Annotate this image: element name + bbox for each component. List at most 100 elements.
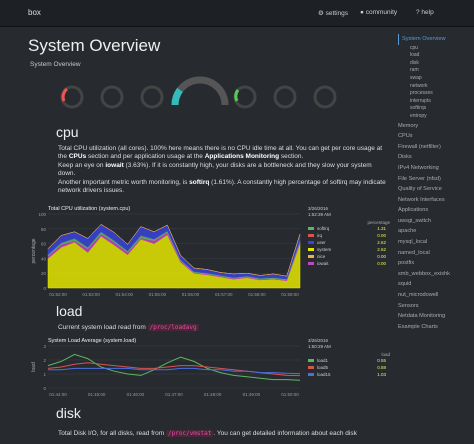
legend-label: load15 <box>317 372 331 377</box>
legend-label: user <box>317 240 326 245</box>
nav-item[interactable]: apache <box>398 228 417 235</box>
legend-swatch <box>308 366 314 369</box>
nav-subitem[interactable]: entropy <box>410 112 427 119</box>
brand[interactable]: box <box>28 8 41 17</box>
legend-value: 0.55 <box>377 358 386 363</box>
x-tick-label: 01:47:00 <box>165 392 183 397</box>
help-link[interactable]: ? help <box>416 9 434 16</box>
nav-item[interactable]: Memory <box>398 122 419 129</box>
legend-value: 0.00 <box>377 261 386 266</box>
legend-time: 1:52:39 AM <box>308 212 331 217</box>
load-chart: System Load Average (system.load) load 0 1 2… <box>31 338 390 397</box>
nav-subitem[interactable]: cpu <box>410 44 419 51</box>
legend-swatch <box>308 373 314 376</box>
nav-item[interactable]: CPUs <box>398 133 413 140</box>
x-tick-label: 01:58:00 <box>248 292 266 297</box>
x-tick-label: 01:52:00 <box>49 292 67 297</box>
y-tick-label: 3 <box>43 344 46 349</box>
legend-label: irq <box>317 233 322 238</box>
y-tick-label: 80 <box>41 227 47 232</box>
legend-swatch <box>308 234 314 237</box>
legend-label: system <box>317 247 332 252</box>
legend-value: 2.62 <box>377 240 386 245</box>
label: community <box>365 9 398 16</box>
legend-swatch <box>308 227 314 230</box>
y-tick-label: 1 <box>43 372 46 377</box>
settings-link[interactable]: ⚙ settings <box>318 10 349 17</box>
y-tick-label: 20 <box>41 271 47 276</box>
nav-item[interactable]: Network Interfaces <box>398 196 445 203</box>
text: iowait <box>105 161 124 169</box>
legend-value: 0.88 <box>377 365 386 370</box>
nav-item[interactable]: Applications <box>398 207 429 214</box>
text: Total CPU utilization (all cores). 100% … <box>58 145 383 161</box>
nav-subitem[interactable]: load <box>410 52 420 59</box>
nav-item[interactable]: Quality of Service <box>398 186 442 193</box>
legend-value: 2.62 <box>377 247 386 252</box>
x-tick-label: 01:46:00 <box>127 392 145 397</box>
nav-item[interactable]: Firewall (netfilter) <box>398 143 441 150</box>
nav-item[interactable]: Netdata Monitoring <box>398 313 446 320</box>
legend-swatch <box>308 359 314 362</box>
gauge <box>100 85 124 109</box>
nav-item[interactable]: smb_webbox_exishk <box>398 270 450 277</box>
nav-item[interactable]: Disks <box>398 154 412 161</box>
nav-subitem[interactable]: interrupts <box>410 97 431 104</box>
nav-subitem[interactable]: ram <box>410 67 419 74</box>
gauge <box>140 85 164 109</box>
legend-date: 3/26/2016 <box>308 206 329 211</box>
nav-item[interactable]: postfix <box>398 260 415 267</box>
nav-active[interactable]: System Overview <box>398 34 474 45</box>
nav-item[interactable]: nut_microdowell <box>398 292 439 299</box>
text: section and per application usage at the <box>86 153 205 161</box>
nav-subitem[interactable]: processes <box>410 90 433 97</box>
link[interactable]: Applications Monitoring <box>204 153 280 161</box>
load-description: Current system load read from /proc/load… <box>58 324 199 332</box>
nav-item[interactable]: mysql_local <box>398 239 428 246</box>
subtitle: System Overview <box>30 61 81 68</box>
line <box>48 367 301 375</box>
gauge-fill <box>234 89 240 102</box>
legend-swatch <box>308 255 314 258</box>
section-heading: cpu <box>56 124 79 140</box>
label: help <box>421 9 434 16</box>
text: . You can get detailed information about… <box>213 430 357 437</box>
legend-value: 1.03 <box>377 372 386 377</box>
nav-item[interactable]: IPv4 Networking <box>398 164 439 171</box>
legend-label: iowait <box>317 261 329 266</box>
legend-value: 1.31 <box>377 226 386 231</box>
nav-subitem[interactable]: swap <box>410 74 422 81</box>
nav-item[interactable]: Sensors <box>398 302 419 309</box>
x-tick-label: 01:57:00 <box>215 292 233 297</box>
legend-swatch <box>308 262 314 265</box>
nav-item[interactable]: File Server (nfsd) <box>398 175 441 182</box>
cpu-chart: Total CPU utilization (system.cpu) percen… <box>31 206 390 297</box>
chart-title: System Load Average (system.load) <box>48 338 136 344</box>
section-heading: load <box>56 303 83 319</box>
y-axis-label: load <box>31 362 37 372</box>
community-link[interactable]: ● community <box>360 9 398 16</box>
nav-item[interactable]: Example Charts <box>398 323 438 330</box>
nav-item[interactable]: named_local <box>398 249 430 256</box>
line <box>47 353 301 381</box>
y-tick-label: 0 <box>43 386 46 391</box>
nav-subitem[interactable]: disk <box>410 59 419 66</box>
nav-item[interactable]: squid <box>398 281 412 288</box>
text: (1.61%). A constantly high percentage of… <box>58 178 386 195</box>
y-tick-label: 40 <box>41 256 47 261</box>
gauge <box>313 85 337 109</box>
code: /proc/loadavg <box>147 324 199 331</box>
nav-item[interactable]: uwsgi_switch <box>398 217 431 224</box>
legend-title: percentage <box>367 220 390 225</box>
legend-label: nice <box>317 254 326 259</box>
sidebar: System Overview cpu load disk ram swap networ… <box>398 34 474 332</box>
nav-subitem[interactable]: network <box>410 82 428 89</box>
x-tick-label: 01:50:00 <box>281 392 299 397</box>
legend-title: load <box>381 352 390 357</box>
nav-subitem[interactable]: softirqs <box>410 105 427 112</box>
link[interactable]: CPUs <box>68 153 87 161</box>
text: Total Disk I/O, for all disks, read from <box>58 430 167 437</box>
legend-swatch <box>308 241 314 244</box>
text: Keep an eye on <box>58 161 106 169</box>
